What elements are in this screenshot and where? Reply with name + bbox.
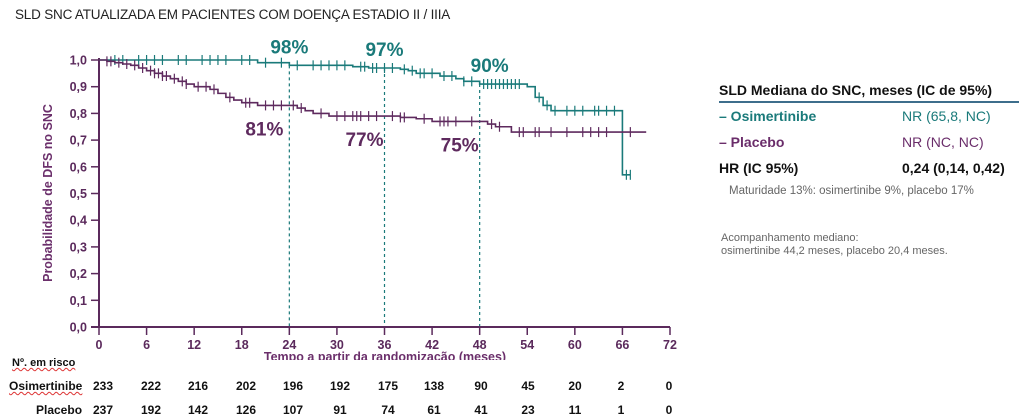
risk-cell: 0	[665, 403, 673, 417]
series-osimertinibe	[99, 55, 631, 180]
side-row-value: NR (65,8, NC)	[902, 108, 991, 124]
follow-up-note: Acompanhamento mediano: osimertinibe 44,…	[721, 232, 948, 258]
y-tick-label: 0,2	[70, 267, 87, 281]
curves	[99, 55, 647, 180]
risk-cell: 192	[140, 403, 162, 417]
risk-cell: 74	[381, 403, 395, 417]
side-row-value: NR (NC, NC)	[902, 134, 984, 150]
x-tick-label: 48	[473, 338, 487, 352]
follow-up-line1: Acompanhamento mediano:	[721, 232, 859, 244]
side-row-value: 0,24 (0,14, 0,42)	[902, 160, 1005, 176]
y-tick-label: 0,1	[70, 294, 87, 308]
side-panel-header: SLD Mediana do SNC, meses (IC de 95%)	[719, 82, 1019, 103]
risk-cell: 1	[617, 403, 625, 417]
risk-cell: 91	[333, 403, 347, 417]
y-tick-label: 0,9	[70, 80, 87, 94]
x-tick-label: 42	[425, 338, 439, 352]
risk-cell: 61	[427, 403, 441, 417]
x-tick-label: 54	[520, 338, 534, 352]
risk-cell: 0	[665, 379, 673, 393]
risk-row-label: Placebo	[36, 403, 83, 417]
risk-cell: 142	[187, 403, 209, 417]
risk-cell: 23	[521, 403, 535, 417]
side-row-label: – Placebo	[719, 134, 785, 150]
x-tick-label: 24	[282, 338, 296, 352]
reference-lines	[288, 65, 481, 327]
risk-cell: 202	[235, 379, 257, 393]
annotations: 98% 97% 90% 81% 77% 75%	[245, 37, 508, 156]
side-row-placebo: – Placebo NR (NC, NC)	[719, 129, 1019, 155]
y-tick-label: 0,7	[70, 134, 87, 148]
x-tick-label: 12	[187, 338, 201, 352]
y-tick-label: 1,0	[70, 54, 87, 68]
side-row-hr: HR (IC 95%) 0,24 (0,14, 0,42)	[719, 155, 1019, 181]
risk-cell: 41	[474, 403, 488, 417]
risk-cell: 45	[521, 379, 535, 393]
y-tick-label: 0,5	[70, 187, 87, 201]
risk-cell: 11	[568, 403, 582, 417]
risk-row-label: Osimertinibe	[9, 379, 83, 393]
y-tick-label: 0,3	[70, 240, 87, 254]
y-axis-title: Probabilidade de DFS no SNC	[41, 104, 55, 282]
side-row-label: – Osimertinibe	[719, 108, 817, 124]
risk-cell: 196	[282, 379, 304, 393]
risk-cell: 90	[474, 379, 488, 393]
risk-cell: 20	[568, 379, 582, 393]
x-tick-label: 30	[330, 338, 344, 352]
maturity-note: Maturidade 13%: osimertinibe 9%, placebo…	[729, 185, 974, 197]
x-tick-label: 72	[663, 338, 677, 352]
km-chart: 0,0 0,1 0,2 0,3 0,4 0,5 0,6 0,7 0,8 0,9 1,0 0 6 12 18 2…	[41, 37, 677, 360]
risk-table-header: Nº. em risco	[12, 357, 75, 369]
series-placebo	[99, 56, 647, 138]
side-panel: SLD Mediana do SNC, meses (IC de 95%) – …	[719, 82, 1019, 197]
x-tick-label: 60	[568, 338, 582, 352]
side-row-osimertinibe: – Osimertinibe NR (65,8, NC)	[719, 103, 1019, 129]
annotation-placebo-24: 81%	[245, 119, 283, 140]
annotation-placebo-36: 77%	[345, 130, 383, 151]
chart-title: SLD SNC ATUALIZADA EM PACIENTES COM DOEN…	[15, 7, 451, 22]
risk-cell: 216	[187, 379, 209, 393]
risk-cell: 107	[282, 403, 304, 417]
risk-cell: 138	[423, 379, 445, 393]
risk-table-header-text: Nº. em risco	[12, 357, 76, 369]
x-tick-label: 6	[143, 338, 150, 352]
x-tick-label: 36	[378, 338, 392, 352]
follow-up-line2: osimertinibe 44,2 meses, placebo 20,4 me…	[721, 245, 948, 257]
risk-cell: 192	[329, 379, 351, 393]
y-tick-label: 0,0	[70, 321, 87, 335]
y-tick-label: 0,6	[70, 160, 87, 174]
x-tick-label: 66	[615, 338, 629, 352]
side-row-label: HR (IC 95%)	[719, 160, 799, 176]
annotation-osimertinibe-36: 97%	[365, 40, 403, 61]
km-curve-osimertinibe	[99, 59, 631, 176]
annotation-osimertinibe-48: 90%	[471, 56, 509, 77]
x-axis-title: Tempo a partir da randomização (meses)	[264, 350, 506, 360]
annotation-placebo-48: 75%	[441, 135, 479, 156]
risk-cell: 233	[92, 379, 114, 393]
x-tick-label: 18	[235, 338, 249, 352]
risk-cell: 2	[617, 379, 625, 393]
y-tick-label: 0,4	[70, 214, 87, 228]
risk-cell: 237	[92, 403, 114, 417]
risk-cell: 175	[377, 379, 399, 393]
risk-cell: 126	[235, 403, 257, 417]
risk-cell: 222	[140, 379, 162, 393]
annotation-osimertinibe-24: 98%	[270, 37, 308, 58]
x-tick-label: 0	[96, 338, 103, 352]
axes: 0,0 0,1 0,2 0,3 0,4 0,5 0,6 0,7 0,8 0,9 1,0 0 6 12 18 2…	[70, 54, 677, 353]
y-tick-label: 0,8	[70, 107, 87, 121]
